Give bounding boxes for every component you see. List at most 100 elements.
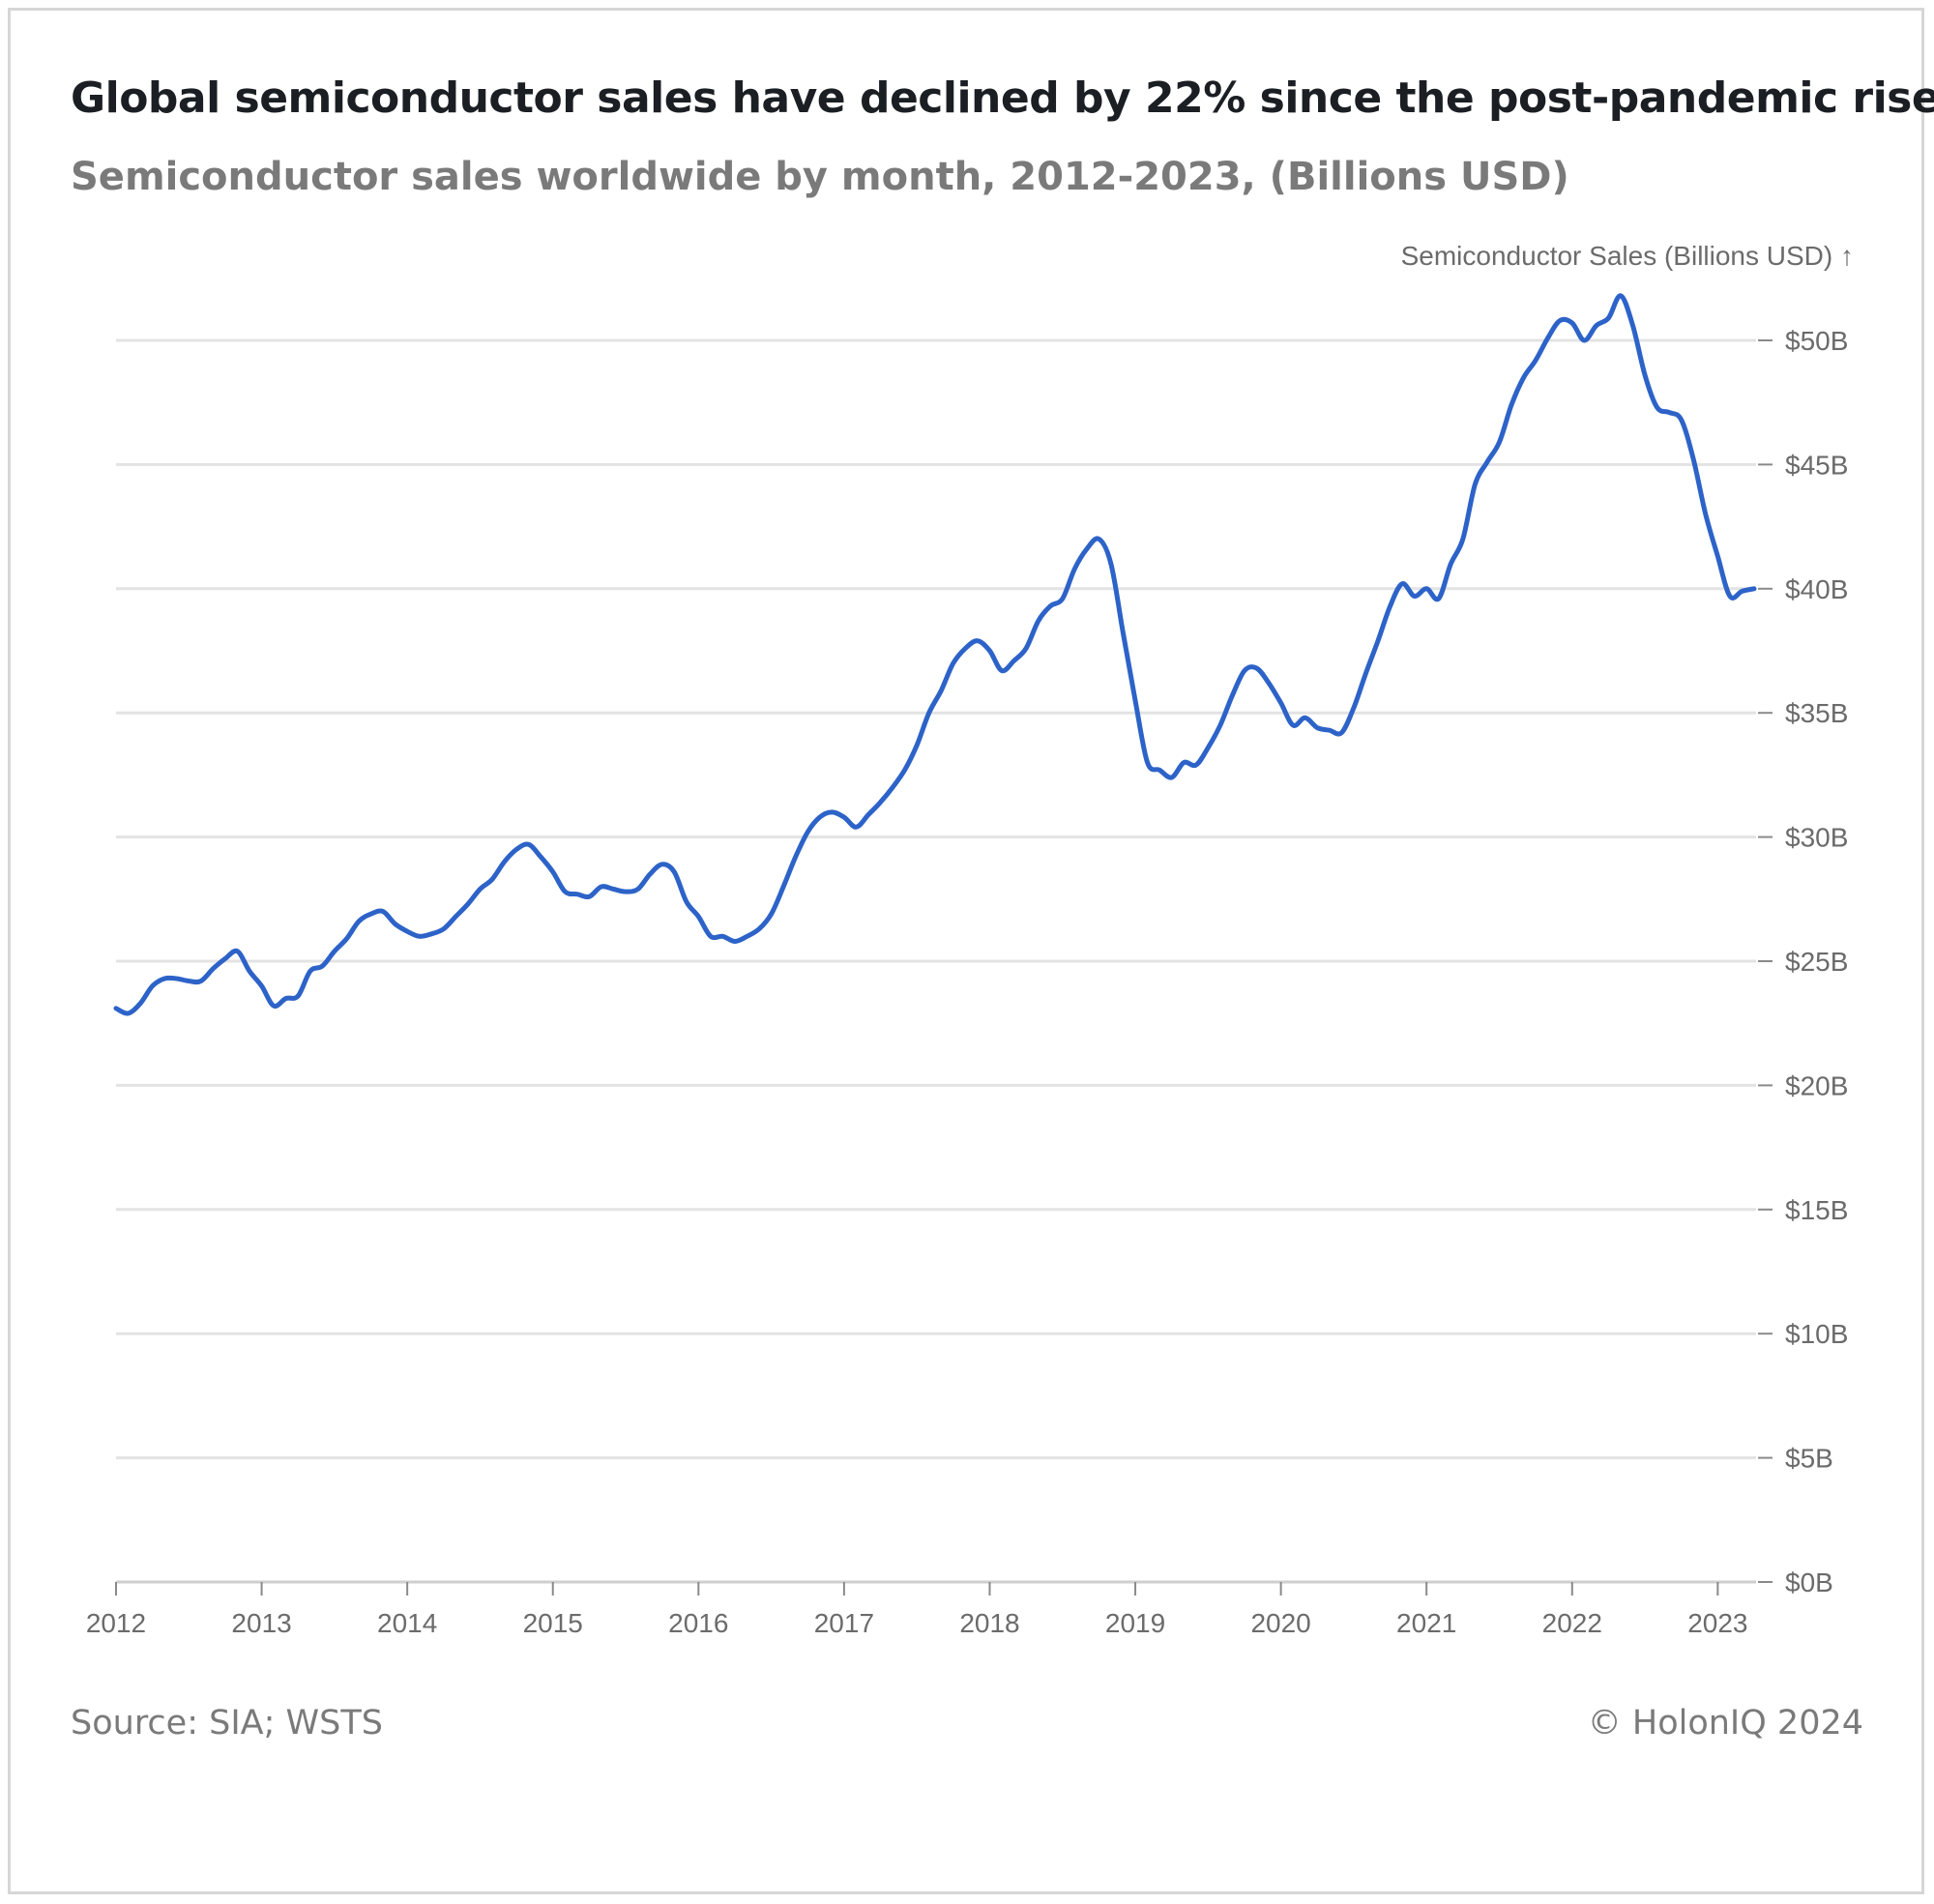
data-point bbox=[1327, 727, 1333, 733]
data-point bbox=[853, 824, 859, 830]
data-point bbox=[332, 949, 337, 954]
data-point bbox=[574, 892, 580, 897]
data-point bbox=[1655, 404, 1660, 410]
data-point bbox=[732, 939, 738, 945]
data-point bbox=[1497, 439, 1503, 445]
data-point bbox=[1581, 337, 1587, 343]
data-point bbox=[623, 889, 629, 894]
gridlines bbox=[116, 338, 1756, 1584]
data-point bbox=[1363, 670, 1369, 676]
data-point bbox=[878, 800, 884, 806]
data-point bbox=[150, 983, 156, 989]
axes: $0B $5B $10B $15B $20B $25B $30B $35B $40B $45B $5… bbox=[86, 326, 1849, 1638]
data-point bbox=[1290, 722, 1296, 728]
data-point bbox=[1412, 594, 1418, 600]
data-point bbox=[914, 743, 920, 748]
data-point bbox=[1351, 705, 1357, 711]
data-point bbox=[756, 926, 762, 932]
data-point bbox=[1521, 375, 1527, 381]
data-point bbox=[635, 887, 641, 893]
data-point bbox=[1751, 586, 1757, 592]
data-point bbox=[599, 884, 604, 890]
data-point bbox=[1169, 775, 1175, 780]
data-point bbox=[1448, 561, 1453, 567]
data-point bbox=[890, 784, 895, 790]
data-point bbox=[283, 996, 289, 1002]
data-point bbox=[489, 876, 495, 882]
data-point bbox=[841, 814, 847, 820]
data-point bbox=[1472, 482, 1478, 487]
data-point bbox=[999, 668, 1005, 674]
data-point bbox=[343, 936, 349, 942]
data-point bbox=[210, 966, 216, 972]
data-point bbox=[987, 648, 993, 654]
data-point bbox=[659, 862, 665, 867]
data-point bbox=[137, 1001, 143, 1007]
data-point bbox=[695, 914, 701, 920]
data-point bbox=[1084, 546, 1090, 552]
x-tick-label: 2014 bbox=[377, 1608, 437, 1638]
data-point bbox=[1121, 630, 1127, 636]
data-point bbox=[1303, 715, 1308, 720]
data-point bbox=[684, 898, 689, 904]
copyright-note: © HolonIQ 2024 bbox=[1587, 1704, 1863, 1743]
data-point bbox=[526, 841, 532, 847]
data-point bbox=[428, 931, 434, 937]
data-point bbox=[1071, 566, 1077, 571]
data-point bbox=[198, 979, 204, 984]
data-point bbox=[356, 919, 362, 924]
data-point bbox=[611, 887, 617, 893]
data-point bbox=[1193, 762, 1199, 768]
data-point bbox=[295, 993, 301, 999]
data-point bbox=[902, 767, 908, 773]
data-point bbox=[1278, 700, 1284, 706]
data-point bbox=[441, 926, 447, 932]
data-point bbox=[247, 968, 252, 974]
data-point bbox=[745, 933, 750, 939]
data-point bbox=[404, 928, 410, 934]
data-point bbox=[1569, 320, 1575, 326]
data-point bbox=[550, 869, 556, 875]
data-point bbox=[538, 854, 543, 860]
data-point bbox=[1714, 553, 1720, 559]
data-point bbox=[186, 979, 191, 984]
data-point bbox=[1205, 745, 1211, 750]
data-point bbox=[817, 814, 823, 820]
y-tick-label: $20B bbox=[1785, 1070, 1848, 1100]
data-point bbox=[477, 887, 483, 893]
data-point bbox=[393, 922, 398, 927]
x-tick-label: 2015 bbox=[523, 1608, 583, 1638]
x-tick-label: 2012 bbox=[86, 1608, 146, 1638]
data-point bbox=[647, 871, 653, 877]
data-point bbox=[1157, 767, 1162, 773]
data-point bbox=[235, 949, 241, 954]
data-point bbox=[417, 933, 423, 939]
data-point bbox=[453, 914, 458, 920]
y-tick-label: $10B bbox=[1785, 1319, 1848, 1349]
data-point bbox=[586, 893, 592, 899]
y-tick-label: $0B bbox=[1785, 1567, 1833, 1597]
data-point bbox=[1096, 536, 1101, 542]
data-point bbox=[1023, 645, 1029, 651]
data-point bbox=[1690, 456, 1696, 462]
data-point bbox=[513, 846, 519, 852]
data-point bbox=[1679, 417, 1685, 423]
data-point bbox=[502, 859, 508, 864]
x-tick-label: 2013 bbox=[231, 1608, 291, 1638]
data-point bbox=[780, 884, 786, 890]
data-point bbox=[1630, 323, 1636, 329]
data-point bbox=[1047, 603, 1053, 609]
data-point bbox=[1036, 618, 1041, 624]
data-point bbox=[1740, 588, 1745, 594]
data-point bbox=[938, 688, 944, 693]
x-tick-label: 2016 bbox=[668, 1608, 728, 1638]
data-point bbox=[1229, 692, 1235, 698]
data-point bbox=[1242, 668, 1247, 674]
data-point bbox=[769, 911, 775, 917]
data-point bbox=[1533, 358, 1538, 364]
data-point bbox=[1642, 372, 1648, 378]
data-point bbox=[161, 976, 167, 981]
data-point bbox=[805, 830, 810, 835]
y-tick-label: $35B bbox=[1785, 698, 1848, 728]
